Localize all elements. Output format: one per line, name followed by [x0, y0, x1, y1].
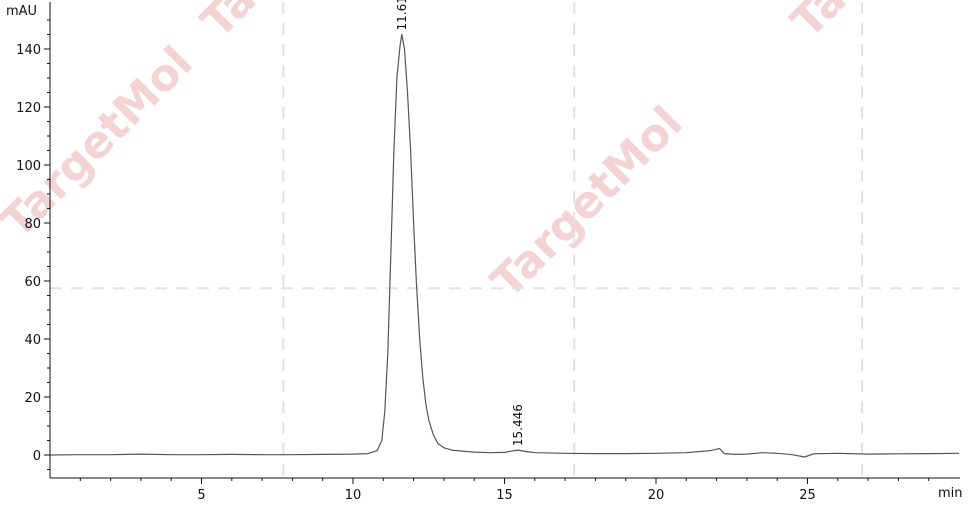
y-ticks: 0 20 40 60 80 100 120 140: [16, 19, 50, 470]
grid-lines: [50, 2, 960, 478]
x-tick-label: 15: [496, 488, 513, 503]
y-tick-label: 60: [24, 275, 41, 290]
y-tick-label: 80: [24, 217, 41, 232]
x-tick-label: 20: [648, 488, 665, 503]
x-axis-unit-label: min: [938, 486, 963, 501]
peak-retention-label: 15.446: [511, 404, 525, 446]
y-axis-unit-label: mAU: [6, 4, 37, 19]
y-tick-label: 120: [16, 101, 41, 116]
peak-retention-label: 11.611: [395, 0, 409, 31]
y-tick-label: 40: [24, 333, 41, 348]
x-tick-label: 25: [799, 488, 816, 503]
watermark-logo: TargetMol: [782, 0, 970, 48]
watermark-layer: TargetMolTargetMolTargetMolTargetMol: [0, 0, 970, 308]
x-tick-label: 10: [345, 488, 362, 503]
series-layer: [49, 33, 960, 458]
watermark-logo: TargetMol: [482, 97, 693, 308]
x-tick-label: 5: [197, 488, 205, 503]
chromatogram-trace: [49, 33, 960, 458]
y-tick-label: 20: [24, 391, 41, 406]
y-tick-label: 0: [33, 449, 41, 464]
x-ticks: 5 10 15 20 25: [79, 478, 930, 503]
watermark-logo: TargetMol: [192, 0, 403, 48]
peak-annotations: 11.611 15.446: [395, 0, 525, 446]
y-tick-label: 140: [16, 43, 41, 58]
y-tick-label: 100: [16, 159, 41, 174]
